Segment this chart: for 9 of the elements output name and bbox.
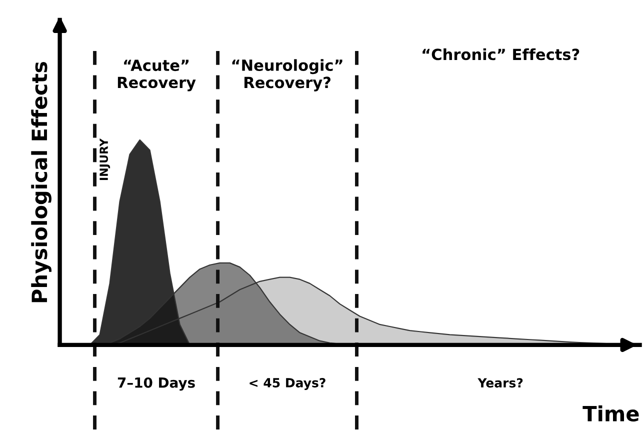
text: “Neurologic” Recovery?	[232, 59, 342, 92]
text: < 45 Days?	[250, 378, 326, 390]
x-axis-title: Time	[582, 405, 639, 422]
text: 7–10 Days	[118, 377, 195, 391]
text: “Acute” Recovery	[118, 60, 196, 92]
text: Years?	[478, 378, 523, 388]
annotation: INJURY	[100, 138, 110, 180]
y-axis-title: Physiological Effects	[31, 62, 52, 302]
text: “Chronic” Effects?	[422, 48, 580, 60]
